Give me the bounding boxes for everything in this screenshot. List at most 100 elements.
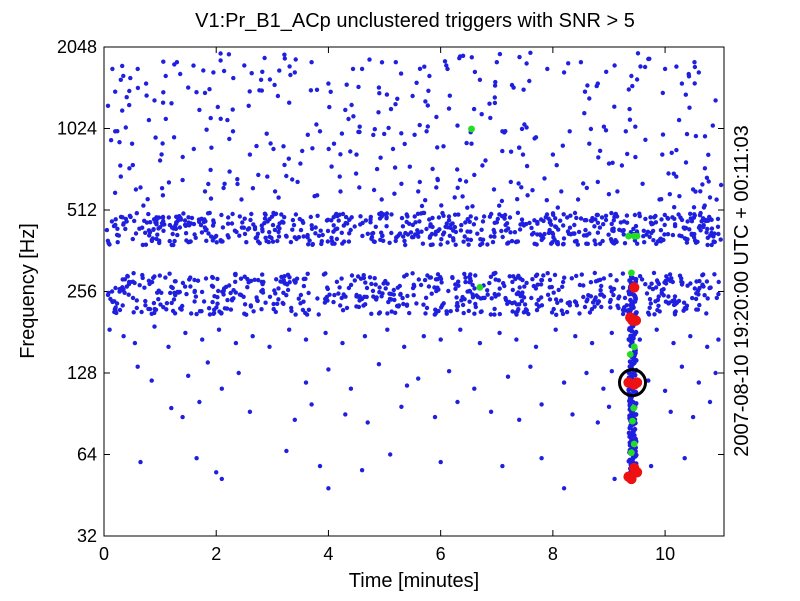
data-point — [371, 187, 377, 193]
data-point — [113, 217, 118, 222]
data-point — [709, 217, 714, 222]
data-point — [545, 271, 550, 276]
data-point — [312, 194, 317, 199]
data-point — [377, 216, 383, 221]
data-point — [338, 189, 343, 194]
data-point — [615, 189, 620, 194]
data-point — [687, 227, 692, 232]
data-point — [519, 217, 525, 222]
data-point — [660, 152, 665, 157]
data-point — [446, 218, 452, 223]
data-point — [363, 218, 369, 223]
data-point — [444, 63, 449, 68]
data-point — [282, 215, 287, 220]
data-point — [554, 312, 559, 317]
chart-title: V1:Pr_B1_ACp unclustered triggers with S… — [195, 10, 635, 32]
data-point — [254, 295, 259, 300]
data-point — [516, 274, 521, 280]
data-point — [172, 238, 177, 244]
data-point — [462, 297, 467, 302]
data-point — [287, 275, 292, 280]
data-point — [436, 215, 442, 220]
data-point — [546, 230, 552, 236]
data-point — [254, 143, 259, 149]
data-point — [492, 95, 497, 100]
data-point — [222, 306, 228, 311]
data-point — [435, 145, 440, 150]
data-point — [290, 177, 295, 182]
data-point-high-snr — [631, 377, 643, 388]
data-point — [183, 330, 188, 336]
data-point — [229, 297, 235, 302]
data-point — [694, 279, 699, 284]
data-point — [392, 297, 397, 303]
data-point — [707, 285, 712, 291]
data-point — [369, 311, 374, 316]
data-point — [608, 305, 613, 310]
data-point — [584, 370, 589, 376]
data-point — [676, 212, 681, 217]
data-point — [368, 214, 373, 220]
data-point — [221, 286, 227, 291]
data-point — [161, 90, 166, 95]
data-point — [497, 311, 502, 317]
data-point — [494, 60, 499, 65]
data-point — [365, 420, 370, 425]
data-point — [300, 148, 305, 154]
data-point — [561, 212, 566, 217]
data-point — [424, 129, 429, 134]
data-point — [151, 227, 156, 232]
data-point — [116, 233, 122, 238]
data-point — [561, 241, 566, 247]
data-point — [146, 117, 152, 123]
data-point-mid-snr — [629, 417, 636, 425]
data-point — [448, 222, 454, 227]
data-point — [377, 285, 382, 290]
data-point — [641, 228, 646, 233]
data-point — [465, 237, 470, 242]
data-point — [206, 181, 211, 187]
data-point — [597, 225, 603, 230]
data-point — [516, 290, 521, 295]
data-point — [475, 231, 480, 236]
data-point — [308, 88, 314, 93]
data-point — [277, 221, 282, 226]
data-point — [700, 182, 705, 187]
data-point — [637, 214, 642, 219]
data-point — [163, 275, 168, 280]
data-point — [327, 104, 332, 110]
data-point — [503, 297, 509, 303]
data-point — [109, 219, 115, 224]
data-point — [220, 225, 226, 230]
data-point — [584, 218, 589, 223]
data-point — [248, 303, 253, 308]
data-point — [415, 211, 421, 216]
data-point — [426, 284, 432, 289]
data-point — [309, 223, 314, 228]
data-point — [350, 66, 356, 72]
data-point — [501, 281, 506, 286]
data-point — [419, 229, 424, 234]
data-point — [352, 224, 357, 229]
data-point — [252, 277, 257, 282]
data-point — [130, 236, 135, 242]
data-point — [647, 56, 652, 61]
data-point — [215, 295, 220, 300]
data-point — [143, 81, 149, 86]
data-point — [647, 297, 653, 302]
data-point — [555, 205, 560, 210]
data-point — [227, 136, 232, 142]
data-point — [640, 181, 645, 186]
data-point — [164, 301, 170, 306]
data-point — [399, 181, 404, 186]
data-point — [686, 74, 692, 79]
data-point — [229, 221, 235, 226]
data-point — [537, 232, 543, 237]
data-point — [524, 163, 530, 169]
data-point — [349, 273, 355, 278]
data-point — [379, 230, 384, 235]
data-point — [662, 280, 667, 285]
data-point — [225, 221, 231, 226]
data-point — [384, 92, 390, 97]
data-point — [382, 131, 387, 137]
